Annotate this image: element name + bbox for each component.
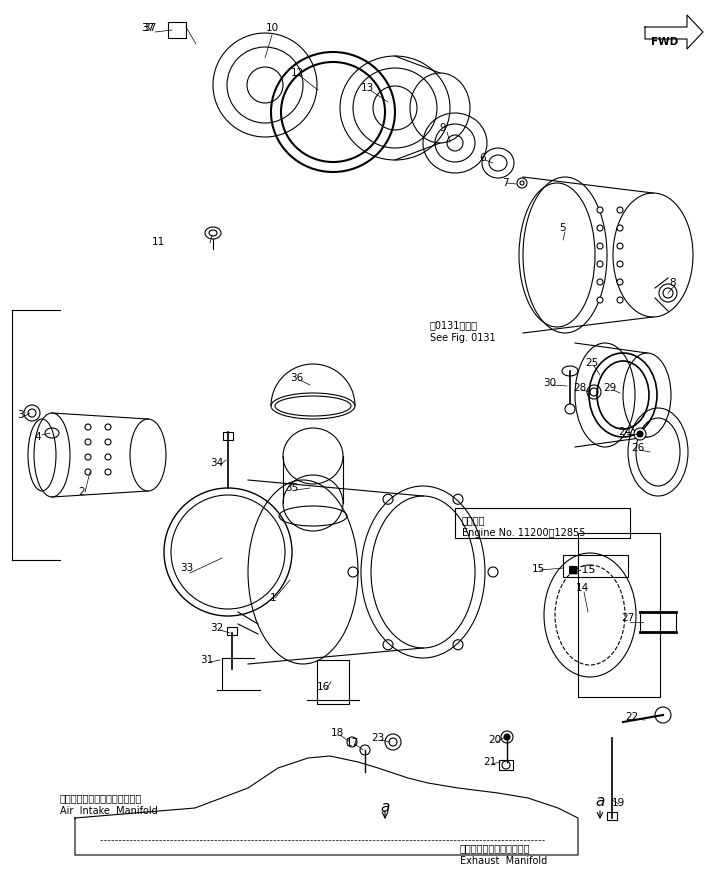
Circle shape xyxy=(597,207,603,213)
Text: 20: 20 xyxy=(489,735,502,745)
Text: 33: 33 xyxy=(180,563,193,573)
Circle shape xyxy=(597,225,603,231)
Circle shape xyxy=(617,243,623,249)
Circle shape xyxy=(597,261,603,267)
Text: 7: 7 xyxy=(502,178,508,188)
Circle shape xyxy=(85,439,91,445)
Text: エアーインテークマニホールド
Air  Intake  Manifold: エアーインテークマニホールド Air Intake Manifold xyxy=(60,793,157,816)
Bar xyxy=(499,760,513,770)
Circle shape xyxy=(597,297,603,303)
Bar xyxy=(563,555,628,577)
Circle shape xyxy=(617,225,623,231)
Circle shape xyxy=(597,243,603,249)
Circle shape xyxy=(85,454,91,460)
Text: 25: 25 xyxy=(586,358,599,368)
Bar xyxy=(317,660,349,704)
Text: 37: 37 xyxy=(142,23,155,33)
Text: a: a xyxy=(596,794,605,809)
Text: 24: 24 xyxy=(618,427,632,437)
Text: 26: 26 xyxy=(631,443,645,453)
Text: 適用号機
Engine No. 11200～12855: 適用号機 Engine No. 11200～12855 xyxy=(462,515,586,538)
Text: 11: 11 xyxy=(152,237,165,247)
Circle shape xyxy=(105,469,111,475)
Text: a: a xyxy=(380,800,390,815)
Circle shape xyxy=(85,469,91,475)
Circle shape xyxy=(617,279,623,285)
Text: 30: 30 xyxy=(544,378,557,388)
Bar xyxy=(578,533,660,697)
Circle shape xyxy=(617,261,623,267)
Text: 10: 10 xyxy=(266,23,279,33)
Text: 12: 12 xyxy=(290,68,304,78)
Text: 19: 19 xyxy=(612,798,625,808)
Text: 23: 23 xyxy=(371,733,385,743)
Text: 22: 22 xyxy=(625,712,639,722)
Text: 32: 32 xyxy=(210,623,224,633)
Bar xyxy=(223,432,233,440)
Text: エキゾーストマニホールド
Exhaust  Manifold: エキゾーストマニホールド Exhaust Manifold xyxy=(460,843,547,866)
Circle shape xyxy=(617,297,623,303)
Text: 36: 36 xyxy=(290,373,304,383)
Bar xyxy=(607,812,617,820)
Text: 37: 37 xyxy=(144,23,157,33)
Circle shape xyxy=(617,207,623,213)
Circle shape xyxy=(105,454,111,460)
Circle shape xyxy=(85,424,91,430)
Text: 6: 6 xyxy=(479,153,487,163)
Text: 35: 35 xyxy=(285,483,299,493)
Text: 18: 18 xyxy=(331,728,344,738)
Circle shape xyxy=(504,734,510,740)
Text: 第0131図参照
See Fig. 0131: 第0131図参照 See Fig. 0131 xyxy=(430,320,495,343)
Text: FWD: FWD xyxy=(651,37,678,47)
Text: 28: 28 xyxy=(573,383,586,393)
Text: 15: 15 xyxy=(531,564,544,574)
Text: 14: 14 xyxy=(575,583,588,593)
Bar xyxy=(455,508,630,538)
Text: 5: 5 xyxy=(560,223,566,233)
Circle shape xyxy=(105,439,111,445)
Text: 4: 4 xyxy=(35,432,41,442)
Text: 13: 13 xyxy=(360,83,373,93)
Text: 29: 29 xyxy=(604,383,617,393)
Circle shape xyxy=(634,428,646,440)
Text: ■-15: ■-15 xyxy=(568,565,596,575)
Circle shape xyxy=(597,279,603,285)
Bar xyxy=(227,627,237,635)
Text: 27: 27 xyxy=(622,613,635,623)
Circle shape xyxy=(637,431,643,437)
Text: 2: 2 xyxy=(79,487,85,497)
Text: 34: 34 xyxy=(210,458,224,468)
Text: 1: 1 xyxy=(270,593,277,603)
Text: 9: 9 xyxy=(440,123,446,133)
Circle shape xyxy=(565,404,575,414)
Circle shape xyxy=(105,424,111,430)
Text: 31: 31 xyxy=(201,655,214,665)
Text: 17: 17 xyxy=(345,738,359,748)
Text: 16: 16 xyxy=(316,682,330,692)
Text: 21: 21 xyxy=(483,757,497,767)
Text: 8: 8 xyxy=(670,278,677,288)
Text: 3: 3 xyxy=(17,410,23,420)
